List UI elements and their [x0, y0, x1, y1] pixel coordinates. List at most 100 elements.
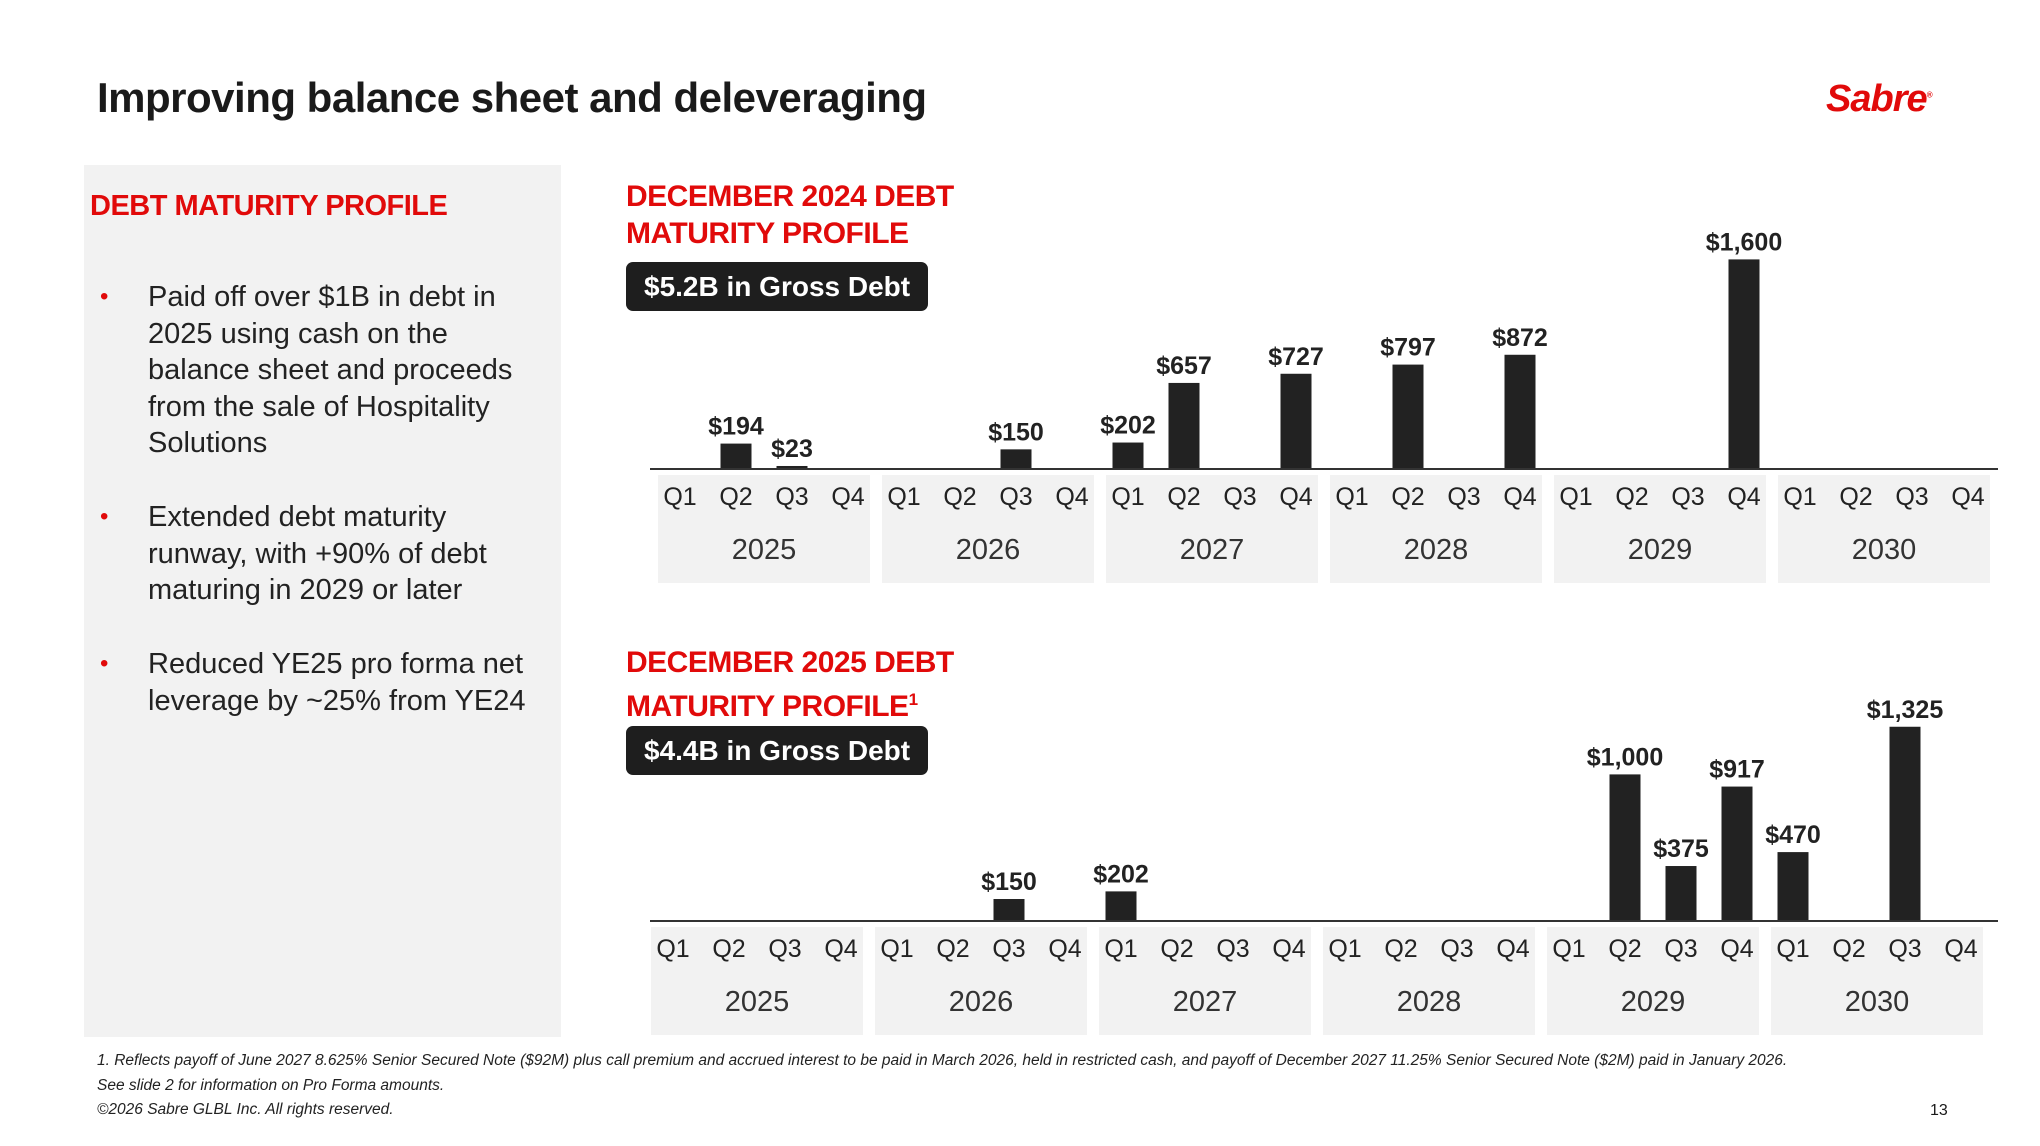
quarter-label: Q2	[712, 935, 745, 963]
quarter-label: Q2	[1384, 935, 1417, 963]
bar	[1777, 852, 1809, 921]
quarter-label: Q1	[1783, 483, 1816, 511]
quarter-label: Q3	[775, 483, 808, 511]
quarter-label: Q4	[824, 935, 857, 963]
registered-mark: ®	[1926, 90, 1933, 100]
quarter-label: Q4	[1944, 935, 1977, 963]
year-label: 2025	[725, 986, 790, 1018]
year-group-background	[651, 927, 863, 1035]
quarter-label: Q2	[943, 483, 976, 511]
quarter-label: Q1	[663, 483, 696, 511]
year-label: 2029	[1628, 534, 1693, 566]
data-label: $1,325	[1867, 696, 1944, 724]
bar	[1105, 891, 1137, 921]
logo-text: Sabre	[1826, 78, 1928, 120]
bullet-dot-icon: •	[100, 650, 109, 677]
year-group-background	[1106, 475, 1318, 583]
year-label: 2026	[949, 986, 1014, 1018]
data-label: $1,000	[1587, 743, 1663, 771]
bullet-item: • Extended debt maturity runway, with +90…	[100, 499, 540, 609]
bar	[1721, 786, 1753, 921]
bullet-item: • Paid off over $1B in debt in 2025 using…	[100, 279, 540, 462]
quarter-label: Q1	[656, 935, 689, 963]
bar	[1889, 726, 1921, 921]
quarter-label: Q3	[1216, 935, 1249, 963]
data-label: $872	[1492, 324, 1548, 352]
year-label: 2026	[956, 534, 1021, 566]
bullet-text: Reduced YE25 pro forma net leverage by ~…	[148, 648, 526, 717]
page-number: 13	[1930, 1102, 1948, 1119]
bar	[1280, 373, 1312, 469]
panel-title: DEBT MATURITY PROFILE	[90, 190, 448, 222]
quarter-label: Q1	[887, 483, 920, 511]
data-label: $375	[1653, 835, 1709, 863]
bar	[993, 899, 1025, 921]
bar	[1112, 442, 1144, 469]
data-label: $1,600	[1706, 228, 1782, 256]
data-label: $470	[1765, 821, 1821, 849]
bar	[1000, 449, 1032, 469]
data-label: $194	[708, 413, 764, 441]
data-label: $23	[771, 435, 813, 463]
quarter-label: Q1	[1552, 935, 1585, 963]
data-label: $917	[1709, 756, 1765, 784]
quarter-label: Q4	[1048, 935, 1081, 963]
bar	[1665, 866, 1697, 921]
year-label: 2029	[1621, 986, 1686, 1018]
bar	[1504, 354, 1536, 469]
quarter-label: Q1	[1335, 483, 1368, 511]
chart1-title: DECEMBER 2024 DEBT MATURITY PROFILE	[626, 178, 954, 252]
quarter-label: Q2	[1160, 935, 1193, 963]
chart1-gross-debt-badge: $5.2B in Gross Debt	[626, 262, 929, 311]
quarter-label: Q1	[1328, 935, 1361, 963]
quarter-label: Q1	[880, 935, 913, 963]
quarter-label: Q4	[1720, 935, 1753, 963]
quarter-label: Q2	[1608, 935, 1641, 963]
footnote-2: See slide 2 for information on Pro Forma…	[97, 1077, 445, 1094]
quarter-label: Q3	[1671, 483, 1704, 511]
year-group-background	[1330, 475, 1542, 583]
quarter-label: Q4	[831, 483, 864, 511]
quarter-label: Q2	[1167, 483, 1200, 511]
bullet-text: Paid off over $1B in debt in 2025 using …	[148, 281, 513, 460]
quarter-label: Q3	[1223, 483, 1256, 511]
year-group-background	[882, 475, 1094, 583]
quarter-label: Q2	[1839, 483, 1872, 511]
year-label: 2030	[1845, 986, 1910, 1018]
quarter-label: Q2	[719, 483, 752, 511]
chart1-title-line2: MATURITY PROFILE	[626, 215, 954, 252]
data-label: $150	[988, 418, 1044, 446]
quarter-label: Q4	[1279, 483, 1312, 511]
sabre-logo: Sabre®	[1826, 78, 1933, 121]
data-label: $202	[1100, 412, 1156, 440]
quarter-label: Q3	[992, 935, 1025, 963]
year-group-background	[658, 475, 870, 583]
quarter-label: Q4	[1272, 935, 1305, 963]
chart2-title-line2: MATURITY PROFILE1	[626, 681, 954, 725]
quarter-label: Q3	[768, 935, 801, 963]
quarter-label: Q1	[1776, 935, 1809, 963]
bullet-dot-icon: •	[100, 283, 109, 310]
quarter-label: Q3	[1888, 935, 1921, 963]
year-label: 2025	[732, 534, 797, 566]
quarter-label: Q2	[1832, 935, 1865, 963]
quarter-label: Q4	[1496, 935, 1529, 963]
year-group-background	[875, 927, 1087, 1035]
year-group-background	[1099, 927, 1311, 1035]
year-label: 2027	[1180, 534, 1245, 566]
quarter-label: Q3	[1440, 935, 1473, 963]
page-title: Improving balance sheet and deleveraging	[97, 74, 927, 121]
data-label: $797	[1380, 334, 1436, 362]
quarter-label: Q2	[1391, 483, 1424, 511]
data-label: $657	[1156, 352, 1212, 380]
year-label: 2027	[1173, 986, 1238, 1018]
footnote-mark: 1	[908, 690, 918, 709]
quarter-label: Q4	[1503, 483, 1536, 511]
year-group-background	[1547, 927, 1759, 1035]
chart2-title-line1: DECEMBER 2025 DEBT	[626, 646, 954, 679]
year-group-background	[1554, 475, 1766, 583]
quarter-label: Q1	[1111, 483, 1144, 511]
footnote-1: 1. Reflects payoff of June 2027 8.625% S…	[97, 1052, 1788, 1069]
data-label: $150	[981, 868, 1037, 896]
